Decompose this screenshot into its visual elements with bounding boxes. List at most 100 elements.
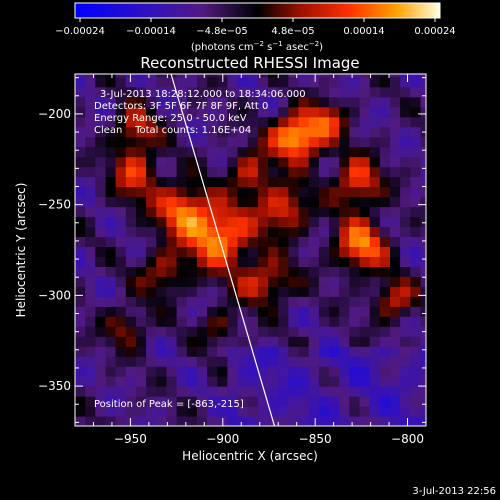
- heatmap-cell: [196, 296, 208, 307]
- heatmap-cell: [166, 186, 178, 198]
- heatmap-cell: [257, 86, 269, 98]
- heatmap-cell: [349, 376, 361, 387]
- heatmap-cell: [339, 416, 350, 426]
- heatmap-cell: [237, 86, 249, 98]
- heatmap-cell: [227, 166, 239, 178]
- heatmap-cell: [75, 136, 86, 148]
- heatmap-cell: [288, 116, 300, 128]
- heatmap-cell: [217, 316, 228, 327]
- heatmap-cell: [420, 96, 426, 108]
- heatmap-cell: [146, 116, 157, 128]
- heatmap-cell: [400, 356, 411, 367]
- heatmap-cell: [369, 186, 381, 198]
- heatmap-cell: [400, 116, 411, 128]
- heatmap-cell: [75, 216, 86, 227]
- heatmap-cell: [379, 86, 391, 98]
- heatmap-cell: [298, 166, 310, 178]
- heatmap-cell: [237, 226, 249, 237]
- heatmap-cell: [298, 96, 310, 108]
- heatmap-cell: [125, 74, 137, 78]
- heatmap-cell: [288, 376, 300, 387]
- heatmap-cell: [95, 126, 107, 138]
- heatmap-cell: [278, 346, 289, 357]
- heatmap-cell: [176, 326, 188, 337]
- heatmap-cell: [115, 126, 127, 138]
- heatmap-cell: [390, 74, 401, 78]
- heatmap-cell: [379, 256, 391, 267]
- heatmap-cell: [176, 76, 188, 88]
- heatmap-cell: [75, 246, 86, 257]
- heatmap-cell: [136, 106, 147, 118]
- heatmap-cell: [166, 386, 178, 397]
- heatmap-cell: [207, 186, 218, 198]
- heatmap-cell: [186, 226, 198, 237]
- heatmap-cell: [288, 366, 300, 377]
- heatmap-cell: [410, 326, 422, 337]
- heatmap-cell: [125, 126, 137, 138]
- heatmap-cell: [410, 236, 422, 247]
- heatmap-cell: [329, 276, 340, 287]
- heatmap-cell: [156, 296, 168, 307]
- heatmap-cell: [196, 366, 208, 377]
- heatmap-cell: [95, 396, 107, 407]
- heatmap-cell: [196, 246, 208, 257]
- heatmap-cell: [125, 296, 137, 307]
- heatmap-cell: [329, 396, 340, 407]
- heatmap-cell: [359, 74, 371, 78]
- heatmap-cell: [115, 366, 127, 377]
- heatmap-cell: [85, 406, 96, 417]
- heatmap-cell: [268, 126, 279, 138]
- heatmap-cell: [105, 176, 117, 188]
- heatmap-cell: [166, 416, 178, 426]
- heatmap-cell: [369, 406, 381, 417]
- heatmap-cell: [308, 406, 320, 417]
- heatmap-cell: [217, 336, 228, 347]
- heatmap-cell: [339, 286, 350, 297]
- heatmap-cell: [369, 126, 381, 138]
- heatmap-cell: [278, 206, 289, 218]
- heatmap-cell: [278, 176, 289, 188]
- heatmap-cell: [257, 346, 269, 357]
- heatmap-cell: [268, 196, 279, 208]
- heatmap-cell: [125, 176, 137, 188]
- heatmap-cell: [196, 106, 208, 118]
- heatmap-cell: [329, 356, 340, 367]
- heatmap-cell: [298, 406, 310, 417]
- heatmap-cell: [186, 176, 198, 188]
- heatmap-cell: [298, 286, 310, 297]
- heatmap-cell: [227, 96, 239, 108]
- heatmap-cell: [166, 316, 178, 327]
- heatmap-cell: [318, 96, 330, 108]
- heatmap-cell: [410, 396, 422, 407]
- heatmap-cell: [95, 296, 107, 307]
- heatmap-cell: [85, 216, 96, 227]
- heatmap-cell: [349, 176, 361, 188]
- heatmap-cell: [75, 266, 86, 277]
- heatmap-cell: [257, 416, 269, 426]
- heatmap-cell: [278, 406, 289, 417]
- heatmap-cell: [359, 266, 371, 277]
- heatmap-cell: [359, 396, 371, 407]
- heatmap-cell: [115, 256, 127, 267]
- heatmap-cell: [288, 74, 300, 78]
- heatmap-cell: [186, 326, 198, 337]
- heatmap-cell: [186, 276, 198, 287]
- heatmap-cell: [85, 74, 96, 78]
- heatmap-cell: [146, 156, 157, 168]
- heatmap-cell: [186, 356, 198, 367]
- heatmap-cell: [146, 376, 157, 387]
- heatmap-cell: [105, 356, 117, 367]
- heatmap-cell: [339, 74, 350, 78]
- heatmap-cell: [125, 216, 137, 227]
- heatmap-cell: [166, 296, 178, 307]
- heatmap-cell: [207, 196, 218, 208]
- heatmap-cell: [207, 236, 218, 247]
- heatmap-cell: [207, 76, 218, 88]
- heatmap-cell: [318, 316, 330, 327]
- heatmap-cell: [166, 266, 178, 277]
- heatmap-cell: [329, 86, 340, 98]
- heatmap-cell: [420, 396, 426, 407]
- heatmap-cell: [176, 96, 188, 108]
- heatmap-cell: [400, 86, 411, 98]
- heatmap-cell: [308, 136, 320, 148]
